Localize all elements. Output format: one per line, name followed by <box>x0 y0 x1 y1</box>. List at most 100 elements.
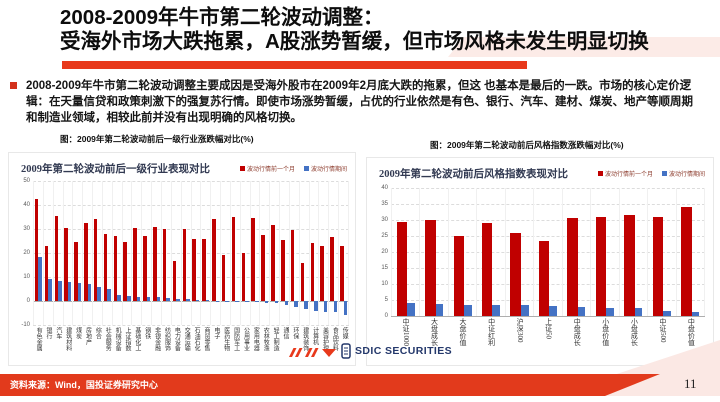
during-period-bar <box>87 284 92 301</box>
x-axis-label: 食品饮料 <box>331 327 338 351</box>
x-axis-label: 银行 <box>44 327 51 339</box>
pre-period-bar <box>425 220 436 316</box>
x-axis-label: 商贸零售 <box>202 327 209 351</box>
pre-period-bar <box>251 218 255 301</box>
x-axis-label: 电子 <box>212 327 219 339</box>
pre-period-bar <box>172 261 177 301</box>
y-axis-tick-label: 35 <box>381 201 388 207</box>
during-period-bar <box>549 305 558 316</box>
x-axis-label: 国防军工 <box>232 327 239 351</box>
legend-label: 波动行情期间 <box>668 172 705 178</box>
x-axis-label: 石油石化 <box>193 327 200 351</box>
x-axis-label: 综合 <box>94 327 101 339</box>
bar-columns <box>391 188 705 316</box>
pre-period-bar <box>64 227 68 301</box>
legend-label: 波动行情前一个月 <box>246 167 295 173</box>
during-period-bar <box>48 279 52 301</box>
x-axis-label: 建筑材料 <box>64 327 71 351</box>
pre-period-bar <box>84 223 88 301</box>
left-chart-caption: 图：2009年第二轮波动前后一级行业涨跌幅对比(%) <box>60 134 254 144</box>
pre-period-bar <box>271 225 275 301</box>
y-axis-tick-label: 25 <box>381 233 388 239</box>
sdic-seal-icon <box>341 343 351 359</box>
x-axis-label: 中盘价值 <box>687 318 696 346</box>
body-block: 2008-2009年牛市第二轮波动调整主要成因是受海外股市在2009年2月底大跌… <box>10 78 712 126</box>
y-axis-tick-label: 40 <box>23 202 30 208</box>
x-axis-label: 纺织服饰 <box>163 327 170 351</box>
pre-period-bar <box>624 215 635 316</box>
chart-column <box>270 181 281 325</box>
during-period-bar <box>264 301 269 303</box>
y-axis-tick-label: 10 <box>23 274 30 280</box>
title-underline <box>62 61 527 69</box>
y-axis-tick-label: 0 <box>26 298 30 304</box>
pre-period-bar <box>93 219 98 301</box>
pre-period-bar <box>44 245 49 301</box>
sdic-securities-logo: SDIC SECURITIES <box>289 343 452 359</box>
x-axis-label: 中证1000 <box>401 318 410 346</box>
pre-period-bar <box>340 245 344 301</box>
gridline <box>391 236 705 237</box>
chart-column <box>123 181 133 325</box>
legend-label: 波动行情前一个月 <box>604 172 653 178</box>
legend-swatch-icon <box>661 171 667 176</box>
chart-column <box>339 181 349 325</box>
pre-period-bar <box>133 227 137 301</box>
pre-period-bar <box>123 242 127 301</box>
during-period-bar <box>274 301 279 304</box>
during-period-bar <box>294 301 298 307</box>
chart-column <box>290 181 300 325</box>
chart-column <box>251 181 261 325</box>
chart-column <box>563 188 592 316</box>
gridline <box>391 204 705 205</box>
gridline <box>33 325 349 326</box>
right-chart-caption: 图：2009年第二轮波动前后风格指数涨跌幅对比(%) <box>430 140 624 150</box>
during-period-bar <box>117 295 121 301</box>
during-period-bar <box>577 307 586 316</box>
chart-column <box>54 181 64 325</box>
x-axis-label: 环保 <box>291 327 298 339</box>
pre-period-bar <box>510 232 521 316</box>
during-period-bar <box>215 300 220 302</box>
chart-column <box>192 181 202 325</box>
during-period-bar <box>186 299 190 301</box>
pre-period-bar <box>396 221 408 316</box>
pre-period-bar <box>192 238 196 301</box>
during-period-bar <box>492 305 501 316</box>
logo-marks-icon <box>289 348 336 357</box>
pre-period-bar <box>310 243 315 301</box>
pre-period-bar <box>453 236 464 316</box>
during-period-bar <box>663 310 671 316</box>
style-index-performance-chart: 2009年第二轮波动前后风格指数表现对比 波动行情前一个月 波动行情期间 0 5 10… <box>366 157 714 366</box>
chart-column <box>73 181 84 325</box>
during-period-bar <box>176 298 180 301</box>
x-axis-label: 建筑装饰 <box>301 327 308 351</box>
page-title: 2008-2009年牛市第二轮波动调整： 受海外市场大跌拖累，A股涨势暂缓，但市场… <box>60 6 649 54</box>
x-axis-label: 家用电器 <box>252 327 259 351</box>
during-period-bar <box>254 301 259 303</box>
pre-period-bar <box>74 242 78 301</box>
during-period-bar <box>435 303 444 316</box>
pre-period-bar <box>113 236 118 301</box>
during-period-bar <box>235 301 239 302</box>
during-period-bar <box>195 299 200 301</box>
gridline <box>391 188 705 189</box>
chart-column <box>591 188 620 316</box>
y-axis-tick-label: 40 <box>381 185 388 191</box>
x-axis-label: 沪深300 <box>516 318 525 343</box>
x-axis-label: 农林牧渔 <box>262 327 269 351</box>
body-paragraph: 2008-2009年牛市第二轮波动调整主要成因是受海外股市在2009年2月底大跌… <box>26 80 693 124</box>
chart-plot-area: 0 5 10 15 20 25 30 35 40 <box>381 185 705 319</box>
chart-title: 2009年第二轮波动前后风格指数表现对比 <box>379 169 568 180</box>
x-axis-label: 交通运输 <box>183 327 190 351</box>
pre-period-bar <box>595 216 607 316</box>
x-axis-label: 通信 <box>281 327 288 339</box>
during-period-bar <box>520 305 529 316</box>
during-period-bar <box>38 256 42 301</box>
legend-item: 波动行情前一个月 <box>239 164 295 173</box>
pre-period-bar <box>231 217 236 301</box>
x-axis-label: 煤炭 <box>74 327 81 339</box>
pre-period-bar <box>261 235 265 301</box>
pre-period-bar <box>241 253 246 301</box>
